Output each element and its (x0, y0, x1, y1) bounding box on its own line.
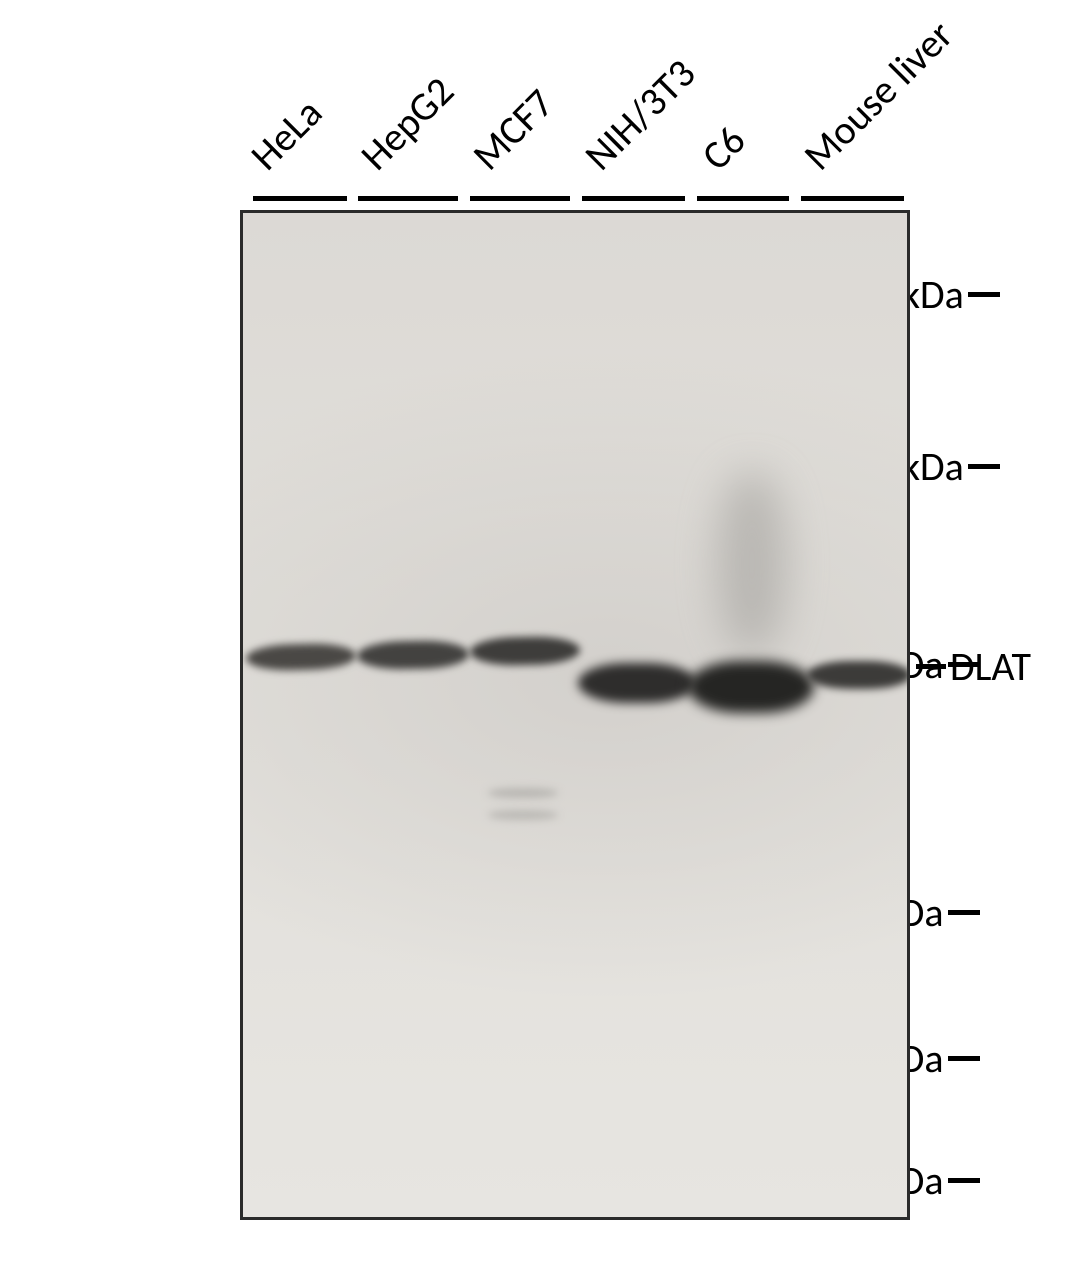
blot-background (243, 213, 907, 1217)
band-nih3t3 (578, 663, 696, 703)
band-tick-icon (916, 664, 946, 669)
mw-tick-icon (948, 910, 980, 915)
lane-bar (358, 196, 458, 201)
band-annotation-dlat: DLAT (916, 642, 1031, 691)
band-annotation-label: DLAT (950, 642, 1031, 691)
mw-tick-icon (968, 464, 1000, 469)
band-c6-smear (717, 473, 787, 653)
band-mouseliver (807, 661, 910, 689)
mw-tick-icon (948, 1056, 980, 1061)
lane-bar (470, 196, 570, 201)
mw-tick-icon (948, 1178, 980, 1183)
band-mcf7-minor (488, 810, 558, 820)
lane-label-mcf7: MCF7 (462, 79, 563, 180)
lane-label-mouseliver: Mouse liver (793, 10, 963, 180)
western-blot-figure: HeLa HepG2 MCF7 NIH/3T3 C6 Mouse liver 1… (0, 0, 1080, 1272)
band-c6 (688, 661, 814, 713)
mw-tick-icon (968, 292, 1000, 297)
lane-label-c6: C6 (691, 116, 755, 180)
lane-label-nih3t3: NIH/3T3 (574, 49, 705, 180)
lane-label-hela: HeLa (240, 88, 332, 180)
lane-bar (253, 196, 347, 201)
blot-membrane (240, 210, 910, 1220)
lane-bar (801, 196, 904, 201)
lane-bar (697, 196, 789, 201)
band-mcf7-minor (488, 788, 558, 798)
lane-bar (582, 196, 685, 201)
lane-label-hepg2: HepG2 (350, 67, 463, 180)
